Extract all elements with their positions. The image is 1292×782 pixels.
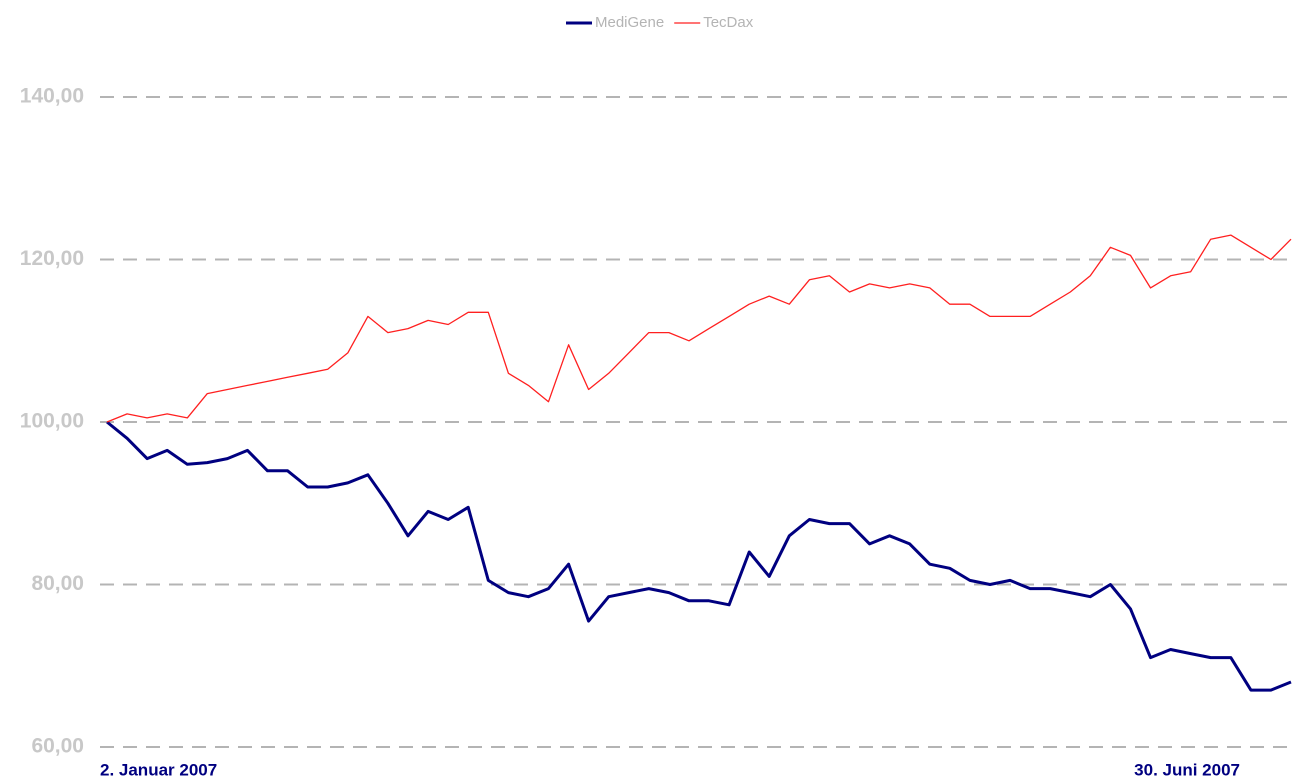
y-tick-label: 100,00 (20, 410, 84, 433)
y-tick-label: 60,00 (31, 735, 84, 758)
y-tick-label: 80,00 (31, 572, 84, 595)
y-tick-label: 120,00 (20, 247, 84, 270)
x-tick-label: 30. Juni 2007 (1134, 760, 1240, 779)
legend-label: MediGene (595, 14, 664, 31)
y-tick-label: 140,00 (20, 85, 84, 108)
series-line (106, 234, 1292, 423)
legend-label: TecDax (703, 14, 754, 31)
series-line (106, 420, 1292, 692)
x-tick-label: 2. Januar 2007 (100, 760, 217, 779)
